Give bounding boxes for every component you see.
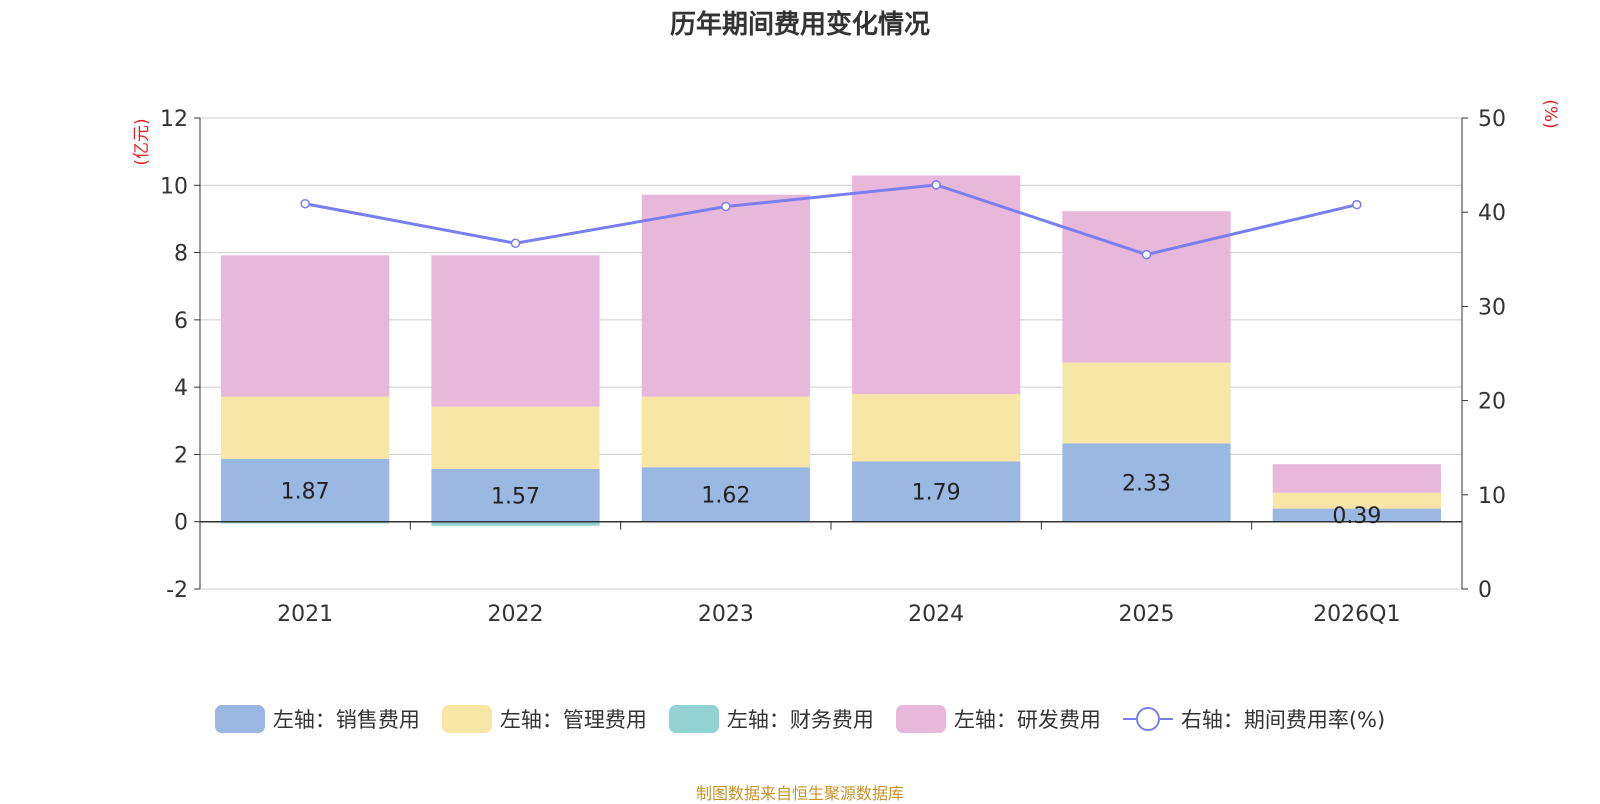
rate-line: [300, 180, 1362, 260]
bar-segment: [431, 521, 600, 526]
legend-swatch: [1122, 705, 1173, 733]
legend-item[interactable]: 左轴：销售费用: [214, 704, 420, 734]
left-axis-unit: (亿元): [132, 118, 152, 165]
legend: 左轴：销售费用 左轴：管理费用 左轴：财务费用 左轴：研发费用 右轴：期间费用率(%): [0, 704, 1600, 734]
bar-segment: [641, 467, 810, 522]
bar-segment: [431, 255, 600, 407]
left-tick-label: 10: [160, 174, 188, 199]
legend-swatch: [214, 705, 265, 733]
legend-label: 右轴：期间费用率(%): [1180, 708, 1386, 732]
x-tick-label: 2025: [1119, 602, 1175, 627]
x-tick-label: 2022: [488, 602, 544, 627]
right-tick-label: 40: [1478, 201, 1506, 226]
bar-segment: [221, 396, 390, 459]
bar-segment: [1272, 492, 1441, 509]
rate-point: [1352, 199, 1362, 210]
bar-segment: [221, 255, 390, 397]
x-tick-label: 2021: [277, 602, 333, 627]
left-tick-label: -2: [166, 578, 188, 603]
bar-segment: [1062, 443, 1231, 522]
legend-item[interactable]: 右轴：期间费用率(%): [1122, 704, 1386, 734]
legend-swatch: [895, 705, 946, 733]
bar-value-label: 1.62: [701, 483, 750, 508]
bar-value-label: 0.39: [1332, 504, 1381, 529]
bar-segment: [1272, 508, 1441, 522]
source-note: 制图数据来自恒生聚源数据库: [695, 784, 904, 803]
left-tick-label: 6: [174, 309, 188, 334]
legend-label: 左轴：管理费用: [499, 708, 647, 732]
legend-label: 左轴：研发费用: [953, 708, 1101, 732]
bar-value-label: 2.33: [1122, 472, 1171, 497]
legend-item[interactable]: 左轴：管理费用: [441, 704, 647, 734]
bar-segment: [852, 461, 1021, 522]
bar-segment: [1272, 464, 1441, 493]
legend-swatch: [668, 705, 719, 733]
bar-segment: [1062, 362, 1231, 444]
bar-segment: [221, 458, 390, 522]
left-tick-label: 4: [174, 376, 188, 401]
rate-point: [300, 198, 310, 209]
bar-segment: [641, 396, 810, 468]
rate-point: [931, 180, 941, 190]
x-tick-label: 2023: [698, 602, 754, 627]
legend-label: 左轴：销售费用: [272, 708, 420, 732]
left-tick-label: 2: [174, 443, 188, 468]
bar-value-label: 1.57: [491, 484, 540, 509]
bar-segment: [852, 394, 1021, 462]
x-tick-label: 2024: [908, 602, 964, 627]
right-axis-unit: (%): [1540, 99, 1560, 128]
right-tick-label: 30: [1478, 295, 1506, 320]
bar-segment: [431, 468, 600, 522]
bar-marks: [221, 175, 1441, 526]
rate-point: [721, 201, 731, 212]
left-tick-label: 8: [174, 242, 188, 267]
data-labels: 1.87 1.57 1.62 1.79 2.33 0.39: [281, 472, 1382, 530]
right-tick-label: 20: [1478, 390, 1506, 415]
bar-value-label: 1.79: [912, 481, 961, 506]
bar-segment: [852, 175, 1021, 395]
bar-segment: [641, 194, 810, 397]
rate-point: [510, 238, 521, 249]
x-tick-label: 2026Q1: [1313, 602, 1400, 627]
legend-label: 左轴：财务费用: [726, 708, 874, 732]
bar-segment: [221, 521, 390, 524]
left-tick-label: 0: [174, 511, 188, 536]
right-tick-label: 50: [1478, 107, 1506, 132]
chart-title: 历年期间费用变化情况: [669, 10, 930, 40]
legend-item[interactable]: 左轴：财务费用: [668, 704, 874, 734]
legend-item[interactable]: 左轴：研发费用: [895, 704, 1101, 734]
right-tick-label: 10: [1478, 484, 1506, 509]
bar-segment: [431, 406, 600, 469]
rate-point: [1141, 249, 1152, 260]
left-tick-label: 12: [160, 107, 188, 132]
axes: -2 0 2 4 6 8 10 12 0 10 20 30 40 50 (亿元) (%) 2021 2022 202…: [132, 99, 1560, 627]
right-tick-label: 0: [1478, 578, 1492, 603]
legend-swatch: [441, 705, 492, 733]
bar-value-label: 1.87: [281, 479, 330, 504]
rate-line-path: [304, 183, 1358, 257]
